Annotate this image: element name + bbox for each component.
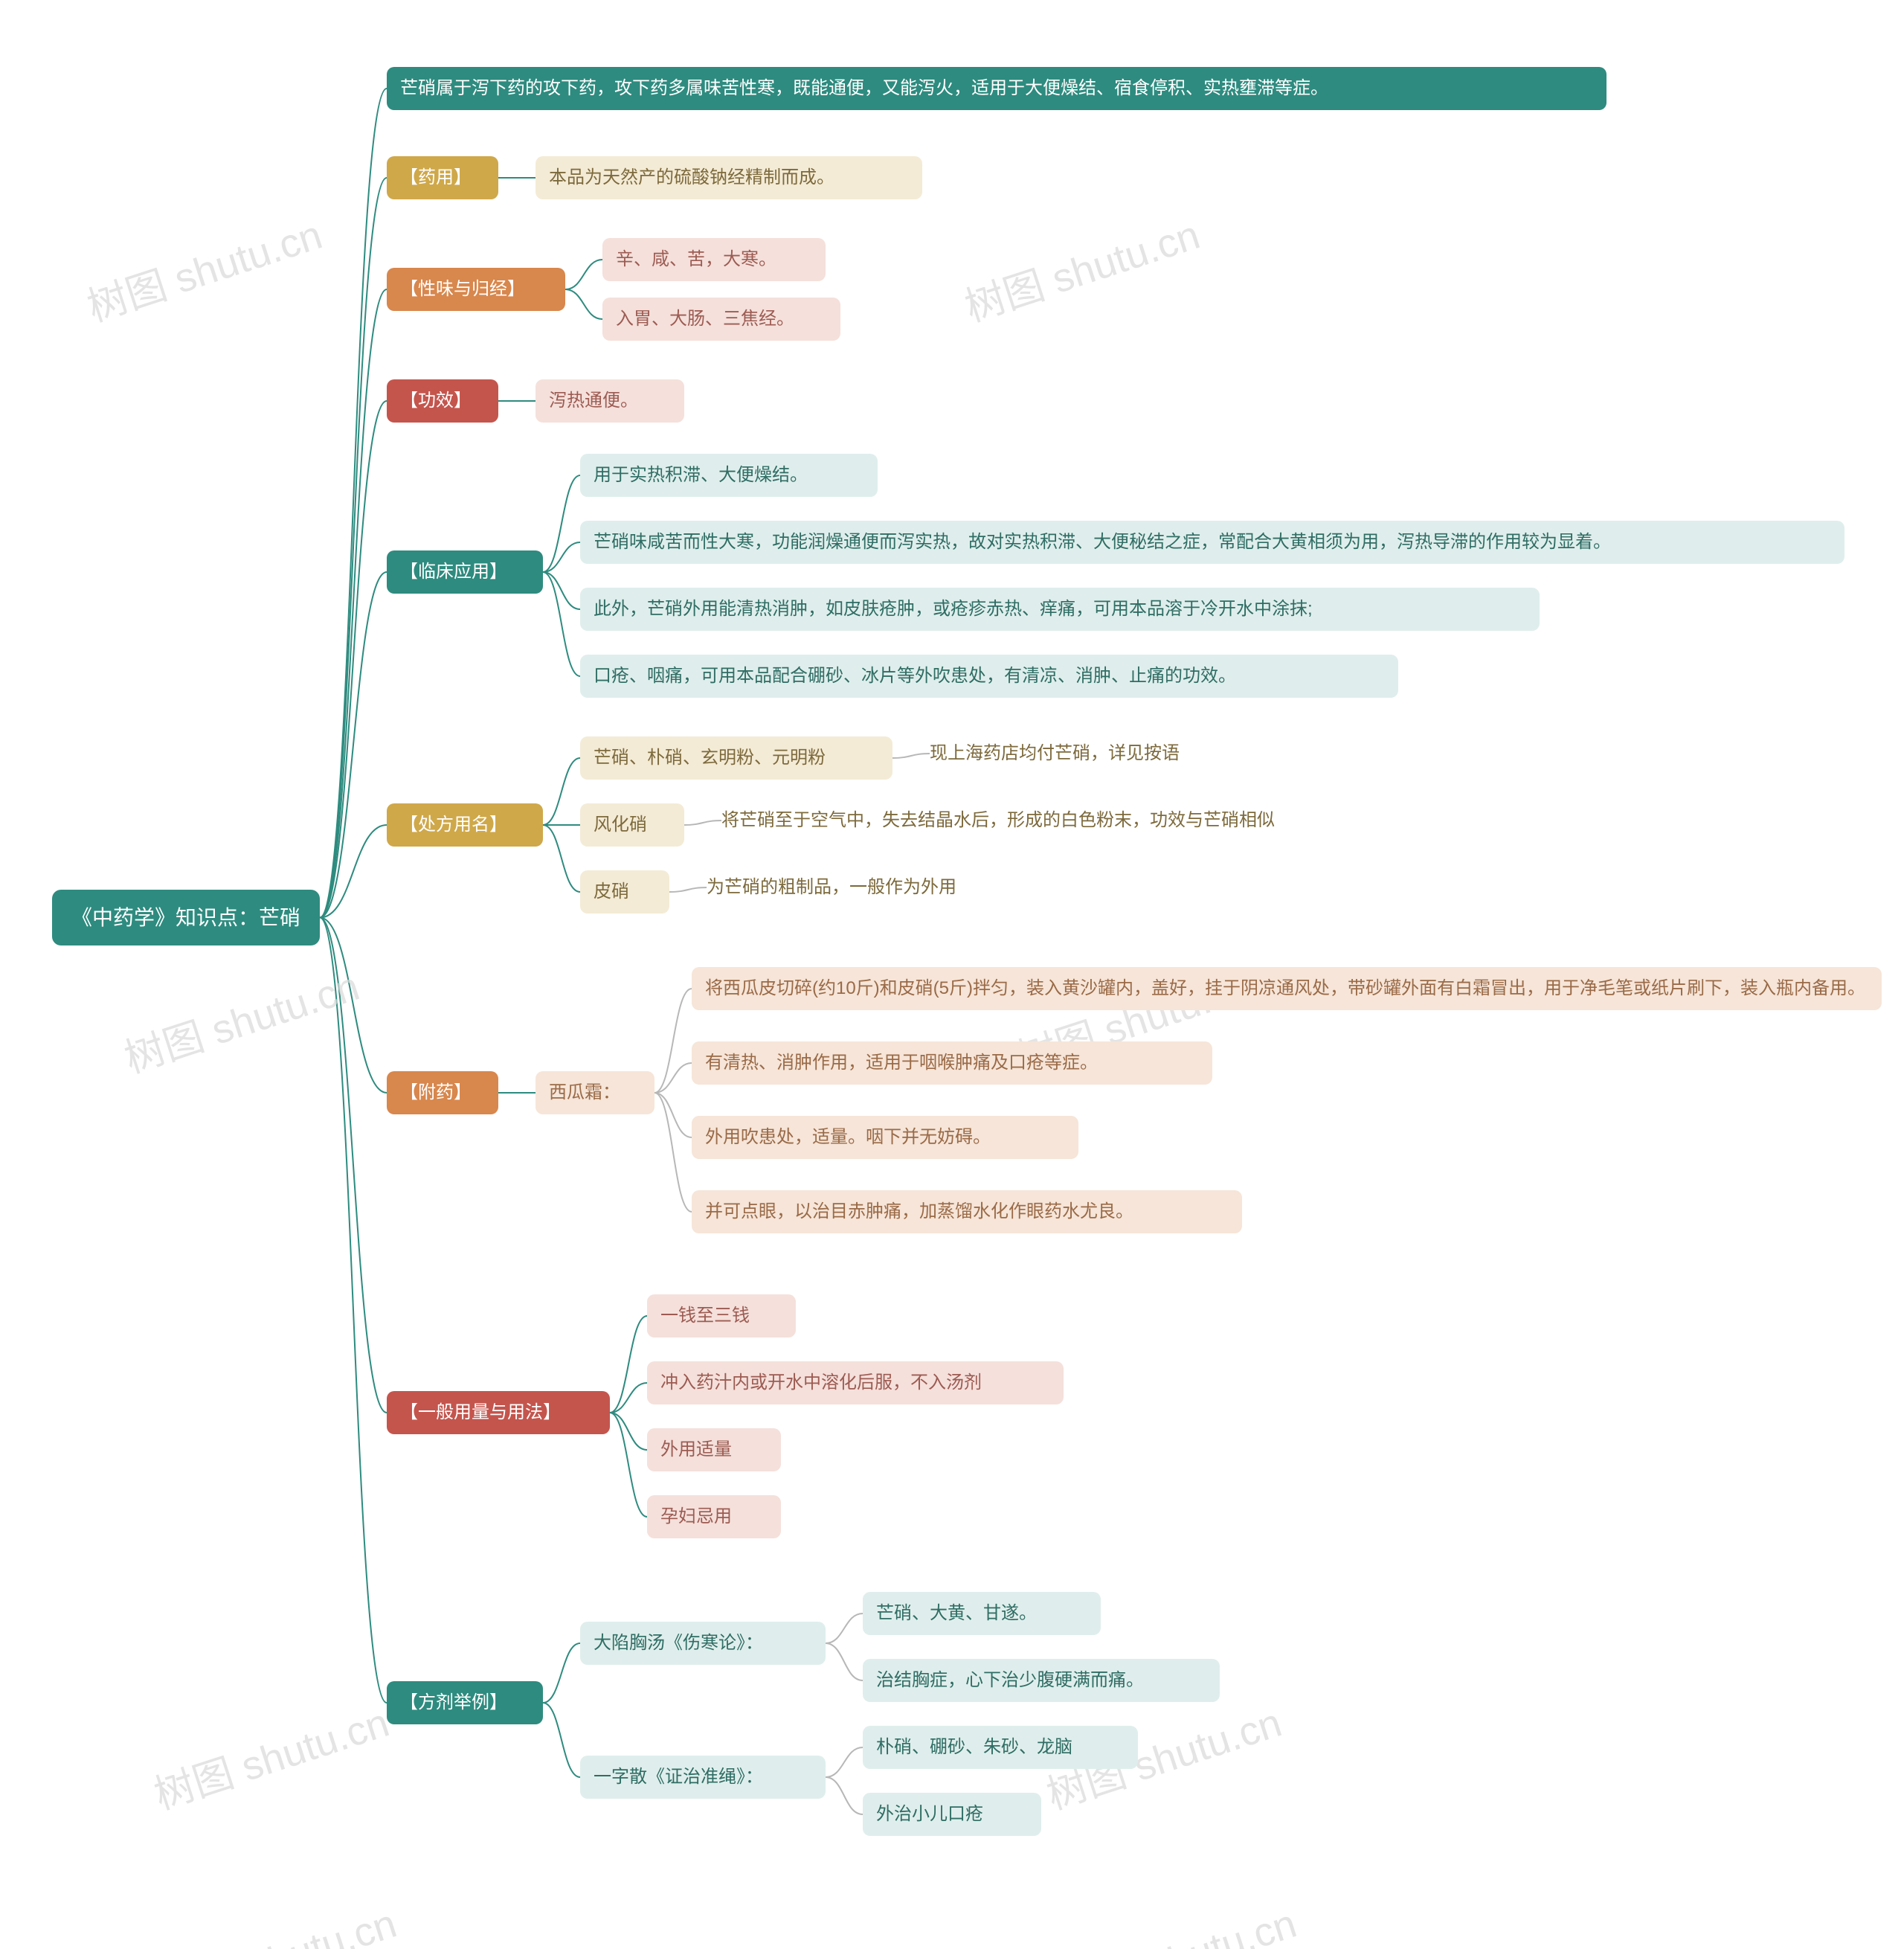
leaf-node: 用于实热积滞、大便燥结。 [580, 454, 878, 497]
leaf-node: 将西瓜皮切碎(约10斤)和皮硝(5斤)拌匀，装入黄沙罐内，盖好，挂于阴凉通风处，… [692, 967, 1882, 1010]
leaf-node: 孕妇忌用 [647, 1495, 781, 1538]
leaf-node: 大陷胸汤《伤寒论》： [580, 1622, 826, 1665]
leaf-node: 治结胸症，心下治少腹硬满而痛。 [863, 1659, 1220, 1702]
section-yongliang: 【一般用量与用法】 [387, 1391, 610, 1434]
leaf-node: 有清热、消肿作用，适用于咽喉肿痛及口疮等症。 [692, 1041, 1212, 1085]
leaf-node: 皮硝 [580, 870, 669, 914]
leaf-node: 一字散《证治准绳》： [580, 1756, 826, 1799]
leaf-node: 口疮、咽痛，可用本品配合硼砂、冰片等外吹患处，有清凉、消肿、止痛的功效。 [580, 655, 1398, 698]
leaf-node: 为芒硝的粗制品，一般作为外用 [707, 870, 956, 905]
leaf-node: 泻热通便。 [536, 379, 684, 423]
root-node: 《中药学》知识点：芒硝 [52, 890, 320, 945]
leaf-node: 并可点眼，以治目赤肿痛，加蒸馏水化作眼药水尤良。 [692, 1190, 1242, 1233]
watermark: 树图 shutu.cn [116, 953, 366, 1084]
leaf-node: 本品为天然产的硫酸钠经精制而成。 [536, 156, 922, 199]
leaf-node: 一钱至三钱 [647, 1294, 796, 1338]
watermark: 树图 shutu.cn [153, 1890, 403, 1949]
watermark: 树图 shutu.cn [1053, 1890, 1303, 1949]
leaf-node: 此外，芒硝外用能清热消肿，如皮肤疮肿，或疮疹赤热、痒痛，可用本品溶于冷开水中涂抹… [580, 588, 1540, 631]
leaf-node: 芒硝、大黄、甘遂。 [863, 1592, 1101, 1635]
leaf-node: 外治小儿口疮 [863, 1793, 1041, 1836]
section-gongxiao: 【功效】 [387, 379, 498, 423]
leaf-node: 外用吹患处，适量。咽下并无妨碍。 [692, 1116, 1078, 1159]
watermark: 树图 shutu.cn [956, 202, 1206, 333]
leaf-node: 将芒硝至于空气中，失去结晶水后，形成的白色粉末，功效与芒硝相似 [721, 803, 1275, 838]
leaf-node: 辛、咸、苦，大寒。 [602, 238, 826, 281]
leaf-node: 入胃、大肠、三焦经。 [602, 298, 840, 341]
leaf-node: 芒硝、朴硝、玄明粉、元明粉 [580, 736, 892, 780]
leaf-node: 西瓜霜： [536, 1071, 654, 1114]
watermark: 树图 shutu.cn [79, 202, 329, 333]
watermark: 树图 shutu.cn [146, 1689, 396, 1820]
section-fangji: 【方剂举例】 [387, 1681, 543, 1724]
section-xingwei: 【性味与归经】 [387, 268, 565, 311]
leaf-node: 风化硝 [580, 803, 684, 847]
intro-banner: 芒硝属于泻下药的攻下药，攻下药多属味苦性寒，既能通便，又能泻火，适用于大便燥结、… [387, 67, 1606, 110]
leaf-node: 芒硝味咸苦而性大寒，功能润燥通便而泻实热，故对实热积滞、大便秘结之症，常配合大黄… [580, 521, 1844, 564]
section-yaoyong: 【药用】 [387, 156, 498, 199]
leaf-node: 现上海药店均付芒硝，详见按语 [930, 736, 1180, 771]
leaf-node: 朴硝、硼砂、朱砂、龙脑 [863, 1726, 1138, 1769]
section-fuyao: 【附药】 [387, 1071, 498, 1114]
leaf-node: 冲入药汁内或开水中溶化后服，不入汤剂 [647, 1361, 1064, 1404]
leaf-node: 外用适量 [647, 1428, 781, 1471]
mindmap-canvas: 树图 shutu.cn 树图 shutu.cn 树图 shutu.cn 树图 shut… [0, 0, 1904, 1949]
section-linchuang: 【临床应用】 [387, 550, 543, 594]
section-chufang: 【处方用名】 [387, 803, 543, 847]
